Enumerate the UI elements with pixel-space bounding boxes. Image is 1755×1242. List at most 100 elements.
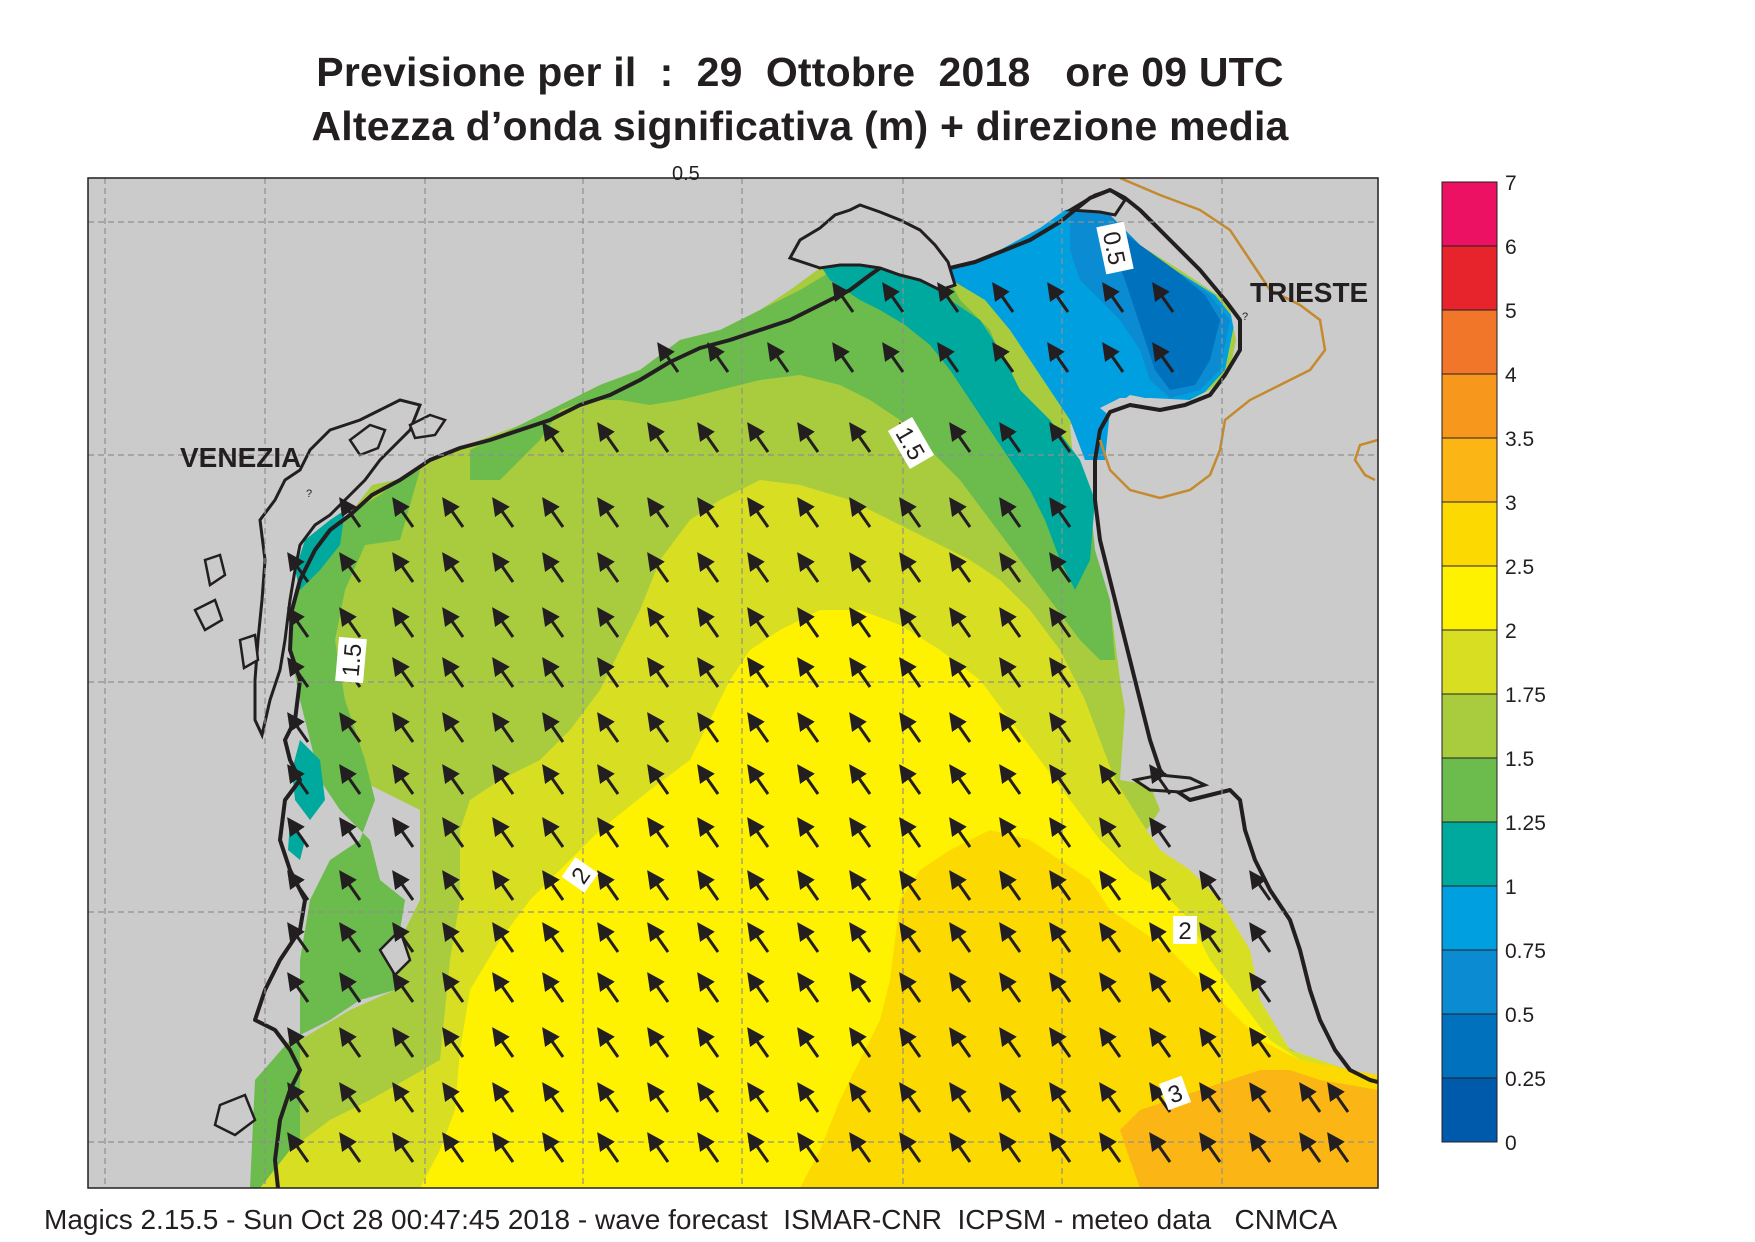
wave-arrow: [747, 422, 770, 453]
wave-arrow: [747, 607, 770, 638]
wave-arrow: [797, 1027, 820, 1058]
wave-arrow: [747, 1132, 770, 1163]
wave-arrow: [597, 972, 620, 1003]
wave-arrow: [1149, 922, 1172, 953]
wave-arrow: [542, 922, 565, 953]
wave-arrow: [542, 657, 565, 688]
legend-level-label: 1: [1505, 876, 1517, 899]
wave-arrow: [392, 817, 415, 848]
wave-arrow: [597, 1132, 620, 1163]
legend-swatch: [1441, 821, 1498, 887]
wave-arrow: [392, 497, 415, 528]
wave-arrow: [697, 870, 720, 901]
wave-arrow: [899, 712, 922, 743]
wave-arrow: [339, 552, 362, 583]
wave-arrow: [949, 817, 972, 848]
wave-arrow: [1199, 1027, 1222, 1058]
wave-arrow: [999, 1082, 1022, 1113]
wave-arrow: [767, 342, 790, 373]
wave-arrow: [597, 497, 620, 528]
wave-arrow: [937, 282, 960, 313]
wave-arrow: [697, 422, 720, 453]
variable-subtitle: Altezza d’onda significativa (m) + direz…: [311, 103, 1289, 149]
wave-arrow: [1199, 922, 1222, 953]
wave-arrow: [999, 607, 1022, 638]
wave-arrow: [1199, 1082, 1222, 1113]
wave-arrow: [492, 972, 515, 1003]
wave-arrow: [1049, 972, 1072, 1003]
wave-arrow: [542, 712, 565, 743]
wave-arrow: [339, 1027, 362, 1058]
wave-arrow: [1049, 552, 1072, 583]
wave-arrow: [1249, 1082, 1272, 1113]
wave-arrow: [542, 972, 565, 1003]
wave-arrow: [597, 817, 620, 848]
wave-arrow: [1327, 1082, 1350, 1113]
wave-arrow: [442, 552, 465, 583]
legend-level-label: 0: [1505, 1132, 1517, 1155]
wave-arrow: [832, 342, 855, 373]
wave-arrow: [899, 870, 922, 901]
wave-arrow: [392, 657, 415, 688]
wave-arrow: [442, 870, 465, 901]
wave-arrow: [492, 817, 515, 848]
wave-arrow: [849, 1082, 872, 1113]
wave-arrow: [442, 712, 465, 743]
wave-arrow: [597, 422, 620, 453]
wave-arrow: [597, 712, 620, 743]
legend-swatch: [1441, 1013, 1498, 1079]
wave-arrow: [899, 497, 922, 528]
contour-label: 3: [1158, 1075, 1192, 1111]
wave-arrow: [899, 552, 922, 583]
footer-credits: Magics 2.15.5 - Sun Oct 28 00:47:45 2018…: [44, 1204, 1338, 1235]
wave-arrow: [999, 1027, 1022, 1058]
wave-arrow: [392, 1027, 415, 1058]
wave-arrow: [1102, 342, 1125, 373]
wave-arrow: [1149, 817, 1172, 848]
forecast-title: Previsione per il : 29 Ottobre 2018 ore …: [316, 49, 1284, 95]
wave-arrow: [797, 607, 820, 638]
wave-arrow: [542, 1027, 565, 1058]
lagoon-islands: [193, 413, 447, 1137]
wave-arrow: [747, 657, 770, 688]
wave-arrow: [492, 1082, 515, 1113]
legend-level-label: 3.5: [1505, 428, 1534, 451]
wave-arrow: [542, 422, 565, 453]
wave-arrow: [949, 1132, 972, 1163]
wave-arrow: [797, 1082, 820, 1113]
wave-arrow: [1099, 870, 1122, 901]
wave-arrow: [392, 712, 415, 743]
wave-arrow: [797, 552, 820, 583]
wave-arrow: [747, 1082, 770, 1113]
wave-arrow: [797, 870, 820, 901]
wave-arrow: [392, 870, 415, 901]
wave-arrow: [849, 1132, 872, 1163]
wave-arrow: [492, 552, 515, 583]
wave-arrow: [949, 497, 972, 528]
wave-arrow: [747, 817, 770, 848]
country-border: [1098, 178, 1327, 500]
wave-arrow: [287, 1132, 310, 1163]
wave-arrow: [999, 657, 1022, 688]
wave-arrow: [442, 1132, 465, 1163]
city-marker-trieste: ?: [1242, 311, 1248, 323]
wave-arrow: [899, 657, 922, 688]
wave-arrow: [542, 817, 565, 848]
wave-arrow: [797, 764, 820, 795]
sea-band-0-25: [1115, 230, 1220, 390]
wave-arrow: [492, 1132, 515, 1163]
wave-arrow: [747, 922, 770, 953]
wave-arrow: [442, 1082, 465, 1113]
legend-swatch: [1441, 501, 1498, 567]
wave-arrow: [899, 1132, 922, 1163]
wave-arrow: [999, 870, 1022, 901]
wave-arrow: [597, 657, 620, 688]
legend-swatch: [1441, 1077, 1498, 1143]
wave-arrow: [1049, 1082, 1072, 1113]
legend-swatch: [1441, 437, 1498, 503]
wave-arrow: [999, 712, 1022, 743]
legend-swatch: [1441, 309, 1498, 375]
wave-arrow: [1049, 870, 1072, 901]
wave-arrow: [287, 972, 310, 1003]
wave-arrow: [697, 764, 720, 795]
